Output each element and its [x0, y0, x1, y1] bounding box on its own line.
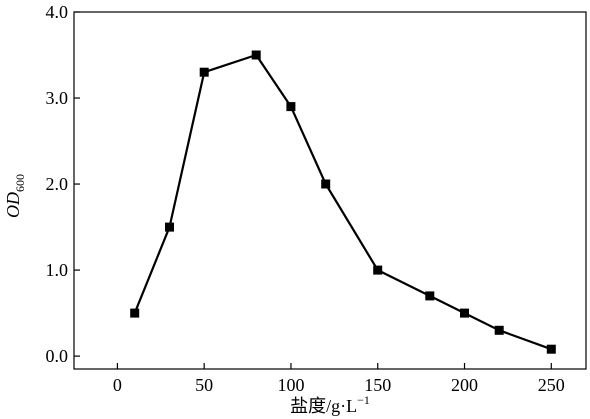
y-axis-label: OD600 [3, 174, 27, 218]
y-tick-label: 0.0 [46, 346, 69, 366]
x-tick-label: 250 [538, 375, 565, 395]
data-point-marker [286, 102, 296, 112]
x-axis-label: 盐度/g·L−1 [290, 393, 370, 416]
data-point-marker [546, 344, 556, 354]
data-point-marker [251, 50, 261, 60]
data-point-marker [321, 179, 331, 189]
data-point-marker [165, 222, 174, 232]
y-tick-label: 3.0 [46, 88, 69, 108]
y-tick-label: 1.0 [46, 260, 69, 280]
x-axis-ticks: 0 50 100 150 200 250 [113, 363, 565, 395]
data-point-marker [494, 325, 504, 335]
x-tick-label: 50 [195, 375, 213, 395]
y-tick-label: 4.0 [46, 2, 69, 22]
data-point-marker [460, 308, 469, 318]
data-point-marker [130, 308, 140, 318]
y-tick-label: 2.0 [46, 174, 69, 194]
x-tick-label: 0 [113, 375, 122, 395]
series-line [133, 53, 552, 351]
y-axis-ticks: 0.0 1.0 2.0 3.0 4.0 [46, 2, 80, 366]
data-point-marker [373, 265, 383, 275]
data-point-marker [199, 67, 209, 77]
plot-frame [73, 11, 587, 370]
data-point-marker [425, 291, 435, 301]
x-tick-label: 150 [364, 375, 391, 395]
x-tick-label: 200 [451, 375, 478, 395]
series-layer [130, 50, 556, 354]
x-tick-label: 100 [277, 375, 304, 395]
